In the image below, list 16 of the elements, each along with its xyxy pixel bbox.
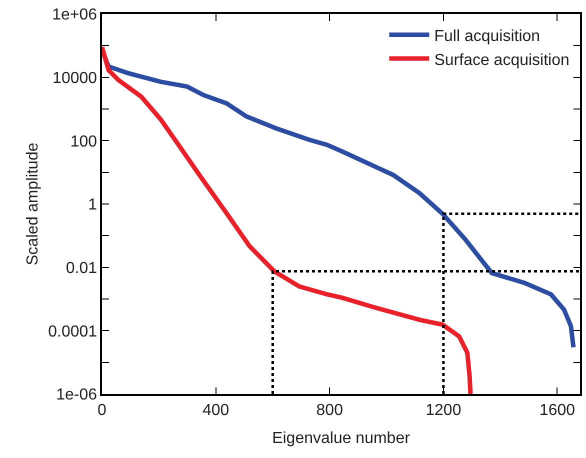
y-tick-label: 1e+06: [52, 6, 98, 24]
y-tick-label: 1e-06: [56, 386, 98, 404]
y-tick-label: 0.01: [66, 260, 98, 277]
y-tick-label: 100: [70, 133, 98, 150]
x-axis-title: Eigenvalue number: [272, 430, 411, 448]
legend-label: Full acquisition: [434, 28, 540, 45]
legend-label: Surface acquisition: [434, 52, 570, 69]
y-tick-label: 1: [88, 196, 98, 214]
y-tick-label: 10000: [52, 70, 98, 87]
x-tick-label: 1600: [539, 402, 576, 419]
x-tick-label: 1200: [426, 402, 462, 419]
x-tick-label: 400: [202, 402, 230, 419]
x-tick-label: 0: [98, 402, 107, 419]
y-tick-label: 0.0001: [48, 323, 98, 340]
y-axis-title: Scaled amplitude: [24, 142, 42, 266]
x-tick-label: 800: [316, 402, 344, 419]
